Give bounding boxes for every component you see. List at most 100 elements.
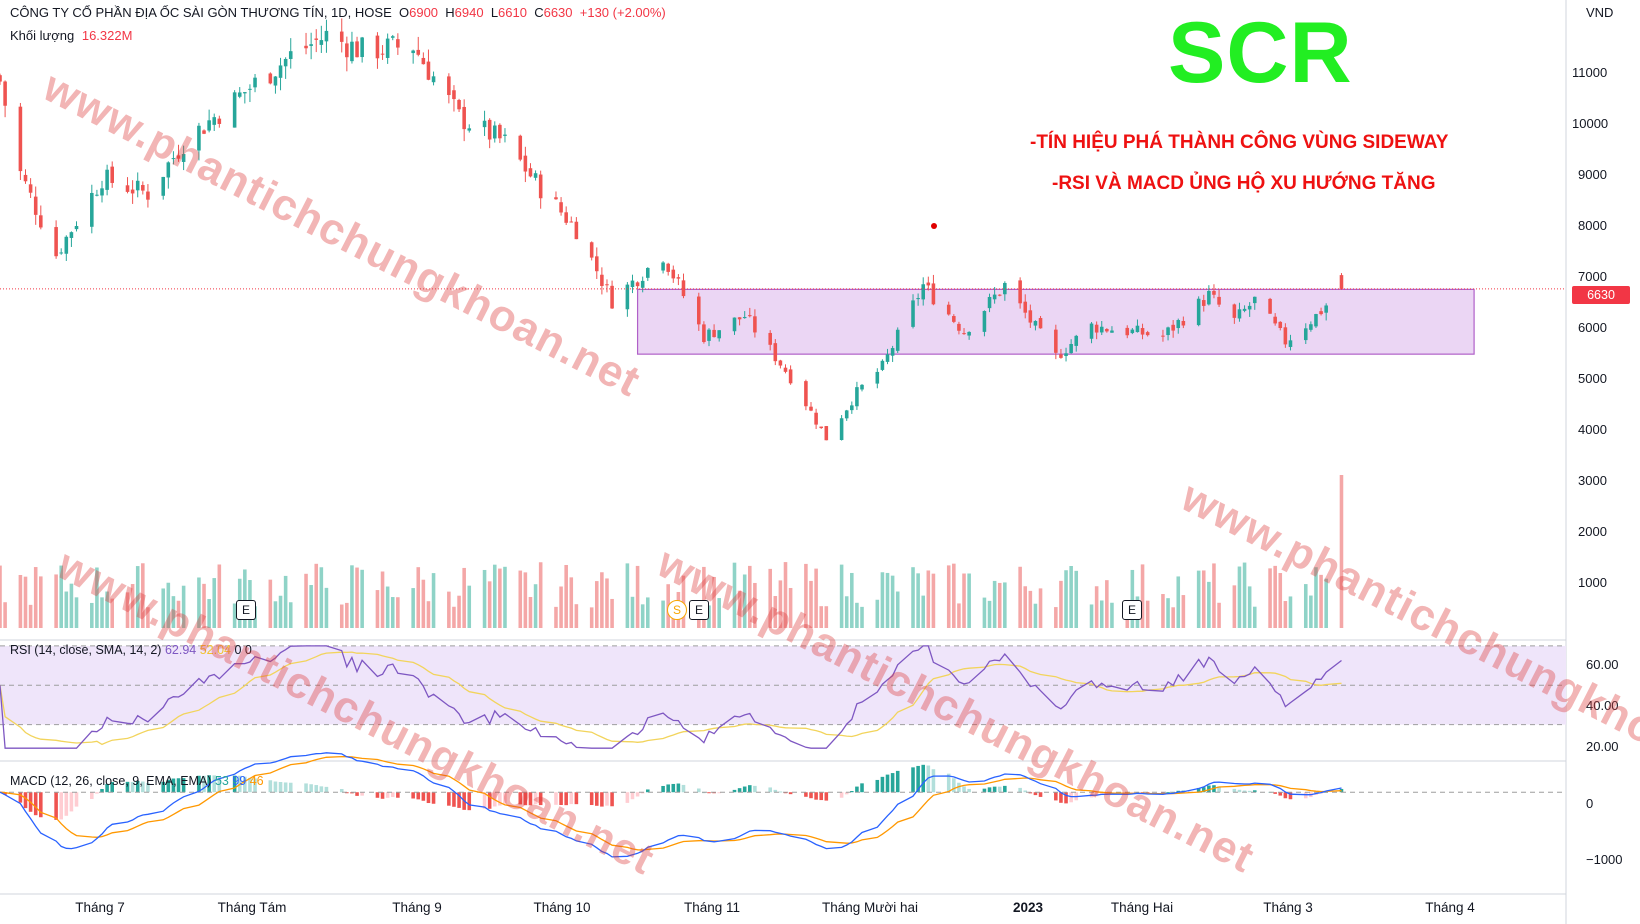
symbol-line: CÔNG TY CỔ PHẦN ĐỊA ỐC SÀI GÒN THƯƠNG TÍ…	[10, 5, 392, 20]
macd-histogram-bar	[74, 792, 79, 807]
time-tick: Tháng 3	[1263, 900, 1313, 915]
macd-histogram-bar	[1217, 786, 1221, 793]
volume-bar	[1074, 570, 1079, 628]
macd-histogram-bar	[498, 792, 502, 806]
volume-bar	[467, 585, 472, 628]
volume-bar	[768, 568, 772, 628]
macd-histogram-bar	[380, 792, 385, 799]
candle-body	[503, 134, 507, 136]
volume-header: Khối lượng 16.322M	[10, 28, 132, 43]
macd-histogram-bar	[1278, 792, 1283, 796]
dividend-badge[interactable]: S	[667, 600, 687, 620]
macd-signal-line	[0, 755, 1342, 851]
candle-body	[0, 75, 2, 82]
candle-body	[1018, 280, 1022, 304]
volume-bar	[564, 564, 568, 628]
time-tick: Tháng Hai	[1110, 900, 1174, 915]
candle-body	[278, 65, 283, 78]
candle-body	[1171, 324, 1175, 331]
candle-body	[533, 173, 538, 178]
volume-bar	[605, 578, 609, 628]
candle-body	[717, 330, 721, 339]
macd-histogram-bar	[314, 785, 319, 793]
candle-body	[594, 256, 599, 272]
candle-body	[640, 280, 645, 288]
volume-bar	[380, 571, 385, 628]
candle-body	[181, 154, 186, 162]
volume-bar	[166, 582, 171, 628]
earnings-badge[interactable]: E	[689, 600, 709, 620]
volume-bar	[207, 599, 211, 628]
candle-body	[146, 191, 150, 200]
volume-bar	[181, 585, 186, 628]
candle-body	[161, 176, 166, 196]
candle-body	[125, 185, 130, 192]
macd-histogram-bar	[804, 792, 808, 797]
macd-histogram-bar	[850, 790, 854, 793]
macd-tick: 0	[1586, 796, 1594, 811]
candle-body	[447, 76, 451, 96]
volume-bar	[1283, 601, 1288, 628]
macd-histogram-bar	[921, 764, 926, 793]
candle-body	[416, 49, 421, 55]
candle-body	[778, 360, 783, 366]
macd-histogram-bar	[697, 788, 701, 793]
macd-histogram-bar	[1094, 792, 1099, 797]
earnings-badge[interactable]: E	[1122, 600, 1142, 620]
candle-body	[411, 50, 415, 54]
candle-body	[635, 282, 640, 287]
volume-bar	[90, 602, 94, 628]
macd-histogram-bar	[309, 784, 313, 793]
volume-bar	[1212, 563, 1216, 628]
volume-bar	[268, 579, 273, 628]
macd-histogram-bar	[880, 776, 885, 793]
macd-histogram-bar	[197, 775, 201, 793]
candle-body	[1278, 321, 1283, 329]
macd-histogram-bar	[467, 792, 472, 811]
volume-bar	[1003, 582, 1007, 628]
volume-bar	[1089, 604, 1094, 628]
candle-body	[304, 45, 308, 49]
macd-histogram-bar	[860, 783, 864, 793]
volume-bar	[487, 581, 492, 628]
volume-bar	[1105, 580, 1109, 628]
macd-histogram-bar	[390, 792, 395, 798]
volume-bar	[850, 572, 854, 628]
candle-body	[523, 155, 528, 172]
candle-body	[1181, 320, 1186, 326]
candle-body	[268, 73, 273, 84]
macd-histogram-bar	[447, 792, 451, 806]
macd-histogram-bar	[288, 782, 293, 793]
volume-bar	[1217, 602, 1221, 628]
volume-bar	[640, 604, 645, 628]
volume-bar	[1145, 600, 1150, 628]
macd-histogram-bar	[105, 783, 109, 793]
volume-bar	[895, 591, 900, 628]
candle-body	[1028, 310, 1033, 323]
volume-bar	[1064, 570, 1068, 628]
candle-body	[385, 38, 390, 58]
candle-body	[1232, 304, 1237, 318]
macd-histogram-bar	[737, 788, 742, 793]
macd-histogram-bar	[773, 789, 778, 793]
macd-histogram-bar	[146, 783, 150, 793]
candle-body	[916, 298, 920, 300]
candle-body	[237, 92, 242, 97]
candle-body	[1212, 290, 1216, 295]
volume-bar	[844, 596, 849, 628]
candle-body	[997, 294, 1002, 296]
earnings-badge[interactable]: E	[236, 600, 256, 620]
volume-bar	[492, 564, 497, 628]
volume-bar	[1028, 590, 1033, 628]
volume-bar	[1273, 565, 1277, 628]
macd-histogram-bar	[569, 792, 574, 805]
candle-body	[1069, 343, 1073, 354]
candle-body	[1038, 318, 1043, 329]
macd-histogram-bar	[855, 786, 859, 793]
macd-histogram-bar	[283, 782, 288, 793]
volume-bar	[885, 572, 890, 628]
volume-bar	[1094, 586, 1099, 628]
candle-body	[819, 426, 823, 429]
